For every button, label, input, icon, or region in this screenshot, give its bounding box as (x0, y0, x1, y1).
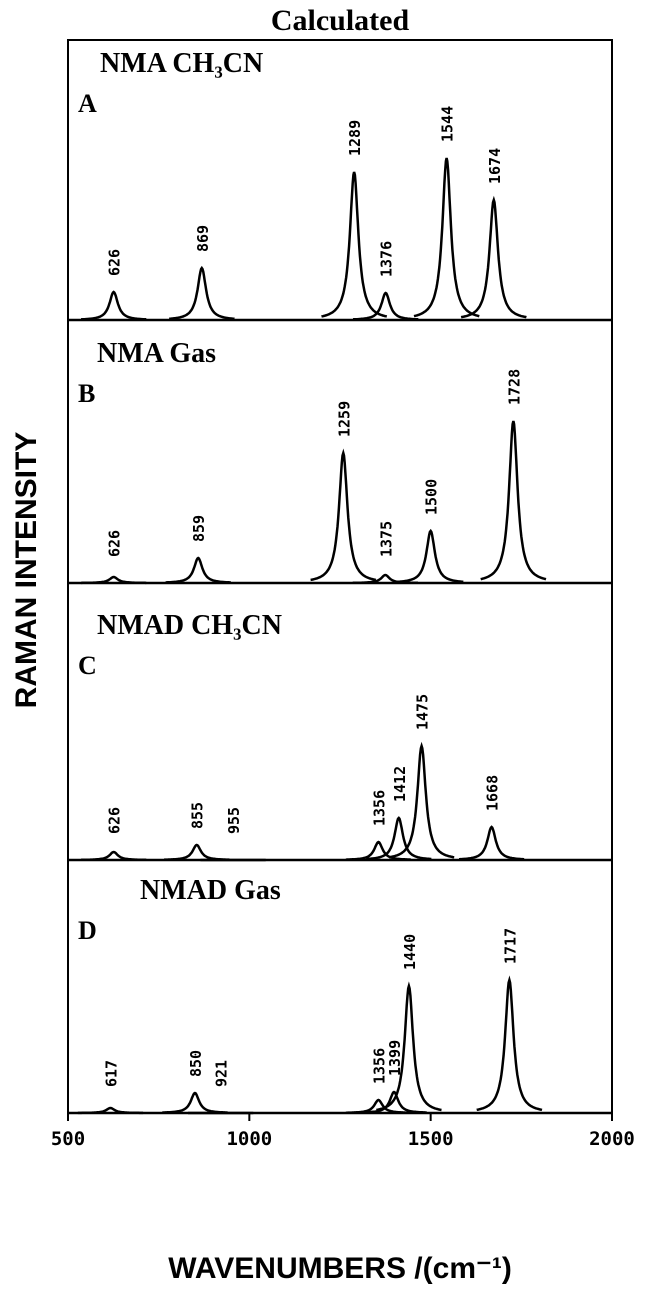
spectrum-peak (162, 1091, 228, 1114)
spectrum-peak (388, 741, 455, 859)
peak-label: 1356 (370, 790, 388, 826)
spectrum-peak (165, 556, 231, 584)
x-axis-label: WAVENUMBERS /(cm⁻¹) (168, 1252, 512, 1285)
peak-label: 850 (187, 1050, 205, 1077)
peak-label: 626 (106, 530, 124, 557)
spectrum-peak (480, 420, 547, 581)
peak-label: 626 (106, 249, 124, 276)
panel-letter: B (78, 379, 95, 408)
spectrum-peak (310, 448, 377, 582)
peak-label: 1440 (401, 934, 419, 970)
peak-label: 1356 (370, 1048, 388, 1084)
peak-label: 1717 (501, 928, 519, 964)
peak-label: 859 (190, 515, 208, 542)
spectrum-peak (81, 290, 147, 321)
x-tick-label: 1500 (408, 1128, 454, 1150)
panel-letter: C (78, 651, 97, 680)
peak-label: 1376 (378, 241, 396, 277)
spectrum-peak (81, 575, 147, 585)
spectrum-peak (321, 171, 388, 318)
peak-label: 869 (194, 225, 212, 252)
peak-label: 1544 (439, 106, 457, 142)
spectrum-peak (345, 1098, 412, 1114)
peak-label: 1475 (414, 694, 432, 730)
peak-label: 1399 (386, 1040, 404, 1076)
y-axis-label: RAMAN INTENSITY (10, 432, 43, 709)
spectrum-peak (413, 157, 480, 318)
spectrum-peak (397, 528, 464, 584)
frame (67, 39, 613, 1114)
spectrum-peak (366, 816, 432, 861)
panel-letter: A (78, 89, 97, 118)
spectrum-peak (352, 573, 418, 585)
spectrum-peak (361, 1090, 427, 1114)
spectrum-peak (81, 850, 147, 862)
peak-label: 955 (225, 807, 243, 834)
panel-label: NMA CH₃CN (100, 48, 263, 79)
chart-title: Calculated (271, 4, 410, 37)
peak-label: 1668 (484, 775, 502, 811)
peak-label: 626 (106, 807, 124, 834)
spectrum-peak (459, 825, 525, 861)
peak-label: 1728 (505, 369, 523, 405)
peak-label: 1375 (377, 521, 395, 557)
spectrum-peak (169, 265, 235, 321)
x-tick-label: 2000 (589, 1128, 635, 1150)
spectrum-peak (352, 291, 419, 321)
panel-label: NMAD Gas (140, 875, 281, 906)
peak-label: 1674 (486, 148, 504, 184)
peak-label: 1412 (391, 766, 409, 802)
peak-label: 1500 (423, 479, 441, 515)
peak-label: 617 (102, 1060, 120, 1087)
spectrum-peak (476, 975, 543, 1112)
spectrum-peak (376, 981, 442, 1112)
spectrum-peak (460, 195, 527, 319)
peak-label: 855 (189, 802, 207, 829)
peak-label: 1259 (335, 401, 353, 437)
panel-letter: D (78, 916, 97, 945)
panel-label: NMAD CH₃CN (97, 610, 282, 641)
spectrum-peak (164, 843, 230, 861)
x-tick-label: 500 (51, 1128, 85, 1150)
spectrum-peak (345, 840, 412, 861)
peak-label: 1289 (346, 120, 364, 156)
panel-label: NMA Gas (97, 338, 216, 369)
peak-label: 921 (213, 1060, 231, 1087)
x-tick-label: 1000 (226, 1128, 272, 1150)
spectrum-peak (77, 1106, 144, 1115)
